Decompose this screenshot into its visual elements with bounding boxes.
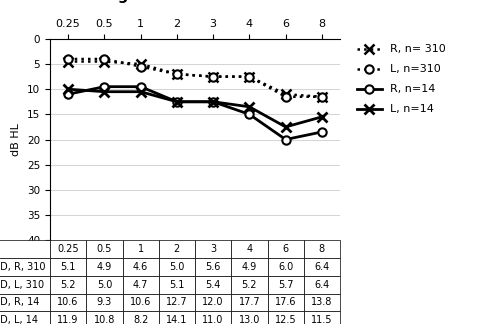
Title: Hearing thresholds and tinnitus: Hearing thresholds and tinnitus [63, 0, 327, 3]
Legend: R, n= 310, L, n=310, R, n=14, L, n=14: R, n= 310, L, n=310, R, n=14, L, n=14 [357, 44, 446, 114]
Y-axis label: dB HL: dB HL [12, 123, 22, 156]
